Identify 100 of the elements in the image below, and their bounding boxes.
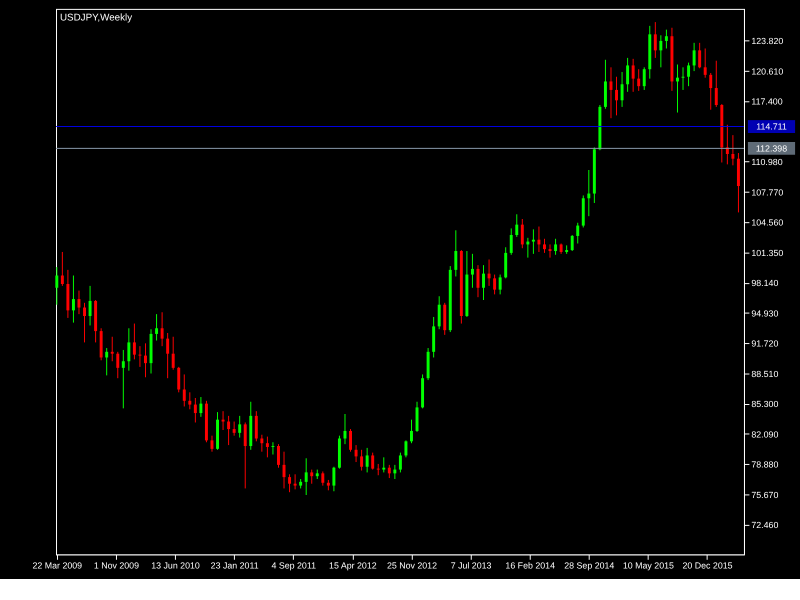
candlestick	[404, 440, 408, 458]
y-tick-label: 82.090	[751, 429, 778, 440]
candlestick	[344, 414, 346, 445]
x-tick-label: 25 Nov 2012	[386, 560, 438, 571]
candlestick	[554, 238, 558, 256]
candlestick	[526, 237, 530, 258]
candlestick	[731, 134, 734, 166]
candlestick	[682, 66, 684, 90]
candlestick	[438, 296, 441, 330]
candlestick	[676, 64, 679, 114]
candlestick	[210, 435, 214, 452]
candlestick	[637, 68, 640, 92]
chart-title: USDJPY,Weekly	[60, 12, 132, 24]
candlestick	[698, 42, 702, 69]
candlestick	[294, 474, 297, 490]
y-tick-label: 104.560	[751, 218, 784, 228]
x-tick-label: 16 Feb 2014	[505, 560, 556, 571]
candlestick	[366, 447, 369, 473]
candlestick	[238, 415, 242, 438]
candlestick	[88, 285, 92, 326]
candlestick	[382, 456, 386, 473]
candlestick	[371, 452, 374, 470]
candlestick	[532, 228, 535, 254]
candlestick	[587, 170, 590, 217]
candlestick	[199, 396, 202, 418]
candlestick	[659, 34, 662, 68]
x-tick-label: 13 Jun 2010	[151, 560, 200, 571]
y-tick-label: 72.460	[751, 520, 778, 530]
candlestick	[560, 242, 563, 254]
x-tick-label: 23 Jan 2011	[210, 560, 259, 571]
x-tick-label: 15 Apr 2012	[329, 560, 377, 571]
candlestick	[570, 234, 574, 252]
candlestick	[227, 415, 230, 446]
x-tick-label: 10 May 2015	[622, 560, 674, 571]
candlestick	[254, 410, 258, 442]
candlestick	[393, 464, 396, 480]
candlestick	[326, 479, 330, 491]
candlestick	[543, 238, 546, 254]
y-tick-label: 78.880	[751, 460, 778, 470]
candlestick	[271, 442, 274, 455]
y-tick-label: 98.140	[751, 278, 778, 288]
candlestick	[105, 348, 108, 376]
x-tick-label: 22 Mar 2009	[32, 560, 82, 571]
candlestick	[155, 314, 158, 342]
y-tick-label: 91.720	[751, 338, 778, 349]
x-tick-label: 1 Nov 2009	[94, 560, 140, 571]
x-tick-label: 28 Sep 2014	[564, 560, 614, 571]
candlestick	[520, 218, 524, 249]
candlestick	[72, 275, 75, 324]
candlestick	[376, 463, 380, 476]
candlestick	[470, 253, 474, 288]
y-tick-label: 88.510	[751, 368, 778, 379]
candlestick	[260, 434, 264, 452]
y-tick-label: 117.400	[751, 96, 783, 107]
candlestick	[332, 466, 336, 492]
ref-line-label: 114.711	[756, 122, 787, 132]
candlestick	[127, 328, 130, 372]
candlestick	[188, 392, 192, 410]
candlestick	[632, 58, 635, 92]
candlestick	[498, 274, 502, 295]
x-tick-label: 20 Dec 2015	[682, 560, 733, 571]
y-tick-label: 107.770	[751, 187, 784, 198]
candlestick	[493, 274, 496, 295]
y-tick-label: 123.820	[751, 36, 784, 46]
candlestick	[354, 444, 358, 463]
ref-line-label: 112.398	[756, 143, 788, 154]
candlestick	[610, 66, 612, 119]
candlestick	[692, 42, 696, 72]
candlestick	[615, 76, 618, 116]
candlestick	[160, 312, 164, 347]
candlestick	[654, 22, 657, 58]
candlestick	[266, 436, 269, 458]
candlestick	[138, 346, 142, 368]
candlestick	[398, 452, 402, 473]
x-tick-label: 7 Jul 2013	[450, 560, 492, 571]
candlestick	[349, 428, 352, 452]
candlestick	[704, 48, 707, 78]
candlestick	[548, 244, 552, 258]
candlestick	[321, 470, 324, 486]
candlestick	[78, 290, 80, 315]
candlestick	[482, 264, 485, 301]
candlestick	[282, 451, 286, 489]
y-tick-label: 120.610	[751, 66, 784, 76]
candlestick	[410, 419, 413, 444]
y-tick-label: 94.930	[751, 308, 778, 318]
candlestick	[388, 464, 391, 479]
candlestick	[664, 29, 668, 49]
candlestick	[488, 259, 491, 286]
candlestick	[537, 226, 540, 252]
candlestick	[232, 421, 236, 436]
candlestick	[194, 397, 197, 423]
x-tick-label: 4 Sep 2011	[271, 560, 316, 571]
candlestick	[687, 62, 690, 87]
candlestick	[360, 449, 364, 472]
candlestick	[144, 342, 147, 378]
candlestick	[454, 230, 458, 277]
y-tick-label: 110.980	[751, 157, 783, 168]
candlestick	[620, 72, 624, 108]
y-tick-label: 75.670	[751, 490, 778, 500]
y-tick-label: 85.300	[751, 399, 778, 410]
